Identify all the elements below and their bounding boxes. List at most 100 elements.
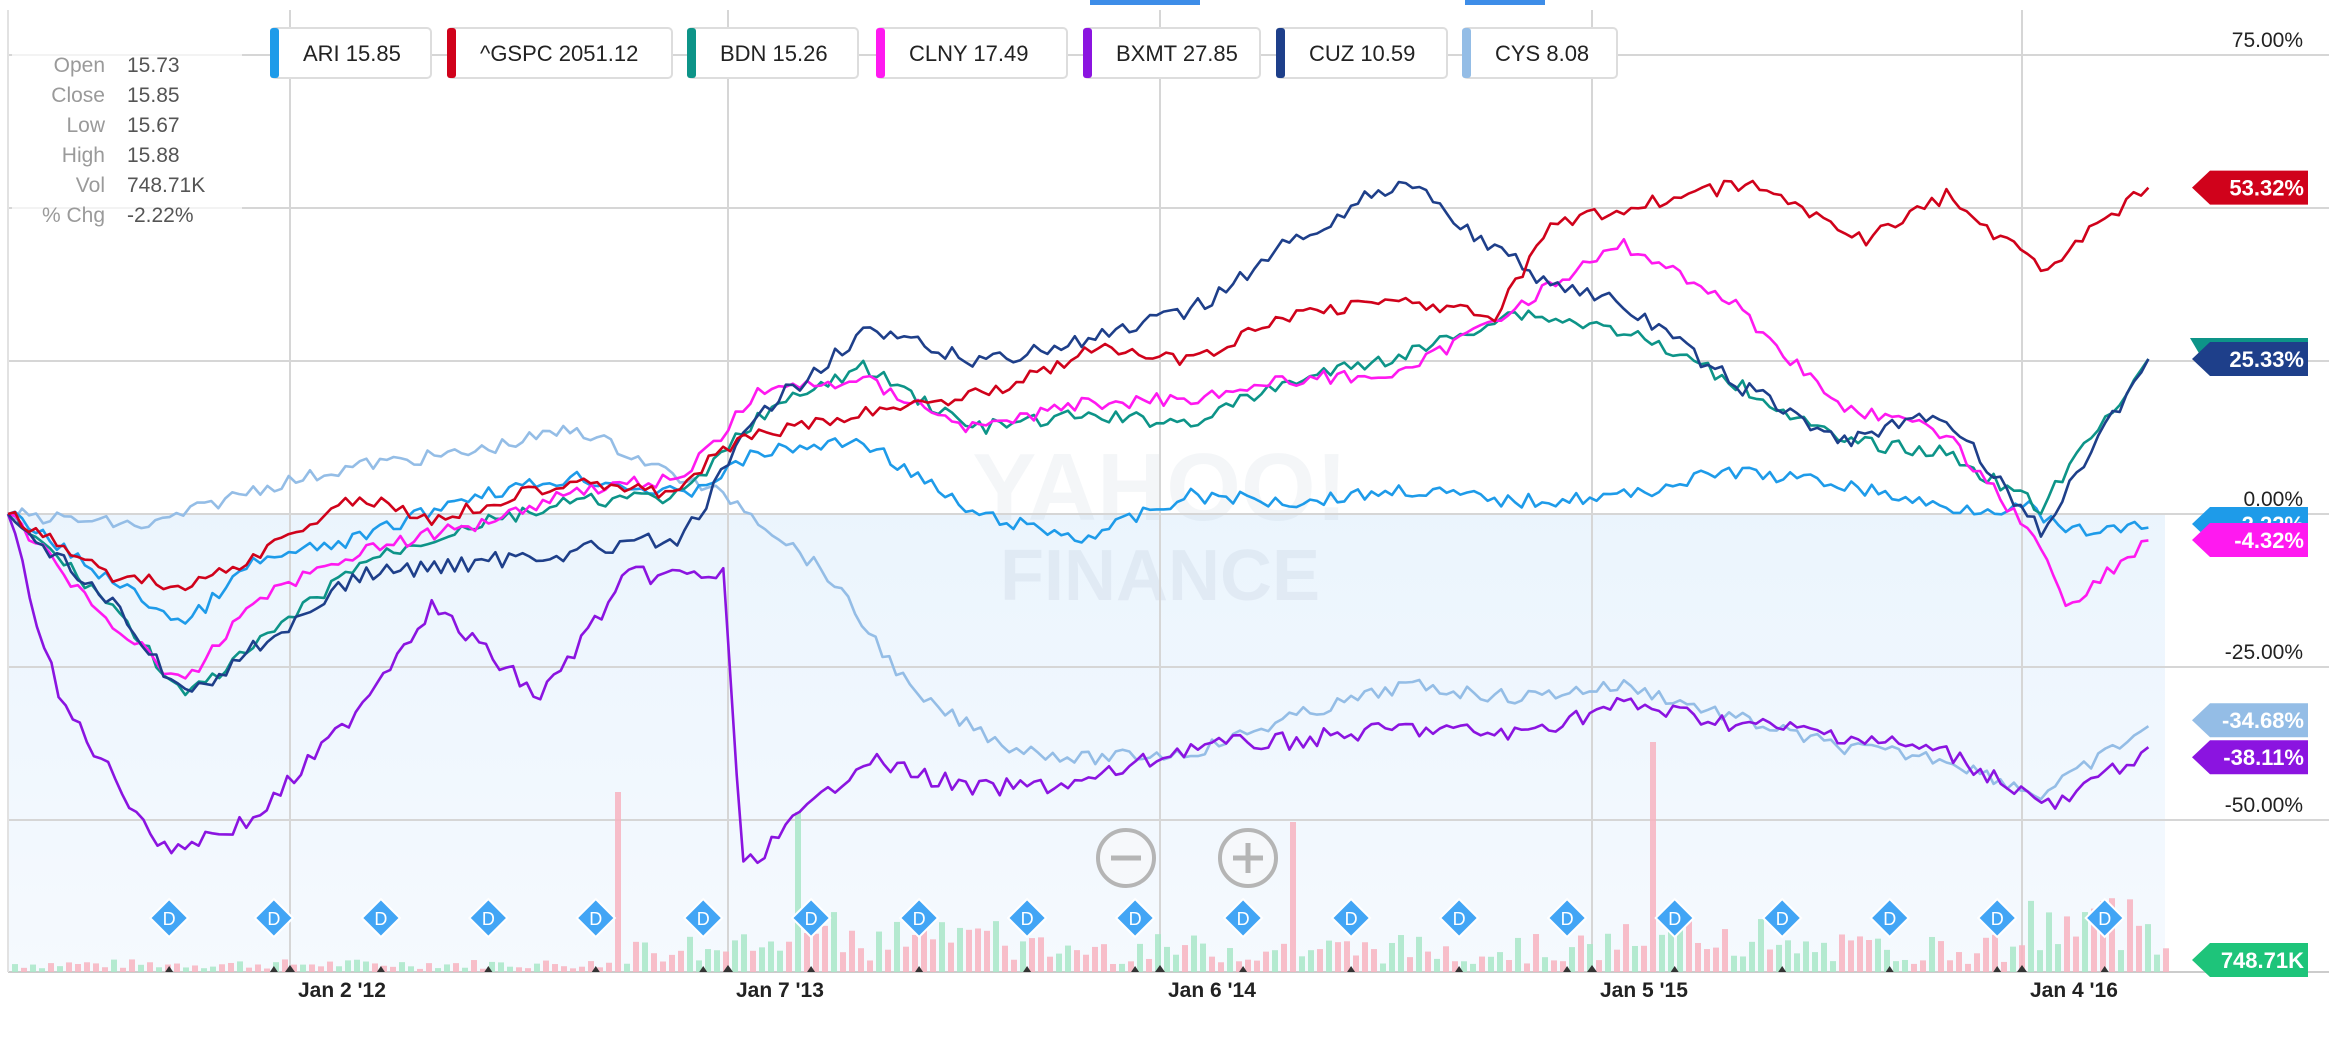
volume-bar bbox=[246, 967, 252, 972]
volume-bar bbox=[1938, 941, 1944, 972]
volume-bar bbox=[1866, 940, 1872, 972]
legend-item-clny[interactable]: CLNY 17.49 bbox=[876, 27, 1068, 79]
dividend-marker[interactable]: D bbox=[575, 897, 617, 939]
legend-item-cuz[interactable]: CUZ 10.59 bbox=[1276, 27, 1448, 79]
dividend-marker[interactable]: D bbox=[467, 897, 509, 939]
volume-bar bbox=[1911, 963, 1917, 972]
dividend-marker[interactable]: D bbox=[1438, 897, 1480, 939]
volume-bar bbox=[1380, 963, 1386, 972]
volume-bar bbox=[1812, 952, 1818, 972]
dividend-marker[interactable]: D bbox=[1546, 897, 1588, 939]
dividend-marker[interactable]: D bbox=[360, 897, 402, 939]
series-line-gspc[interactable] bbox=[7, 179, 2150, 592]
dividend-tick bbox=[376, 966, 385, 972]
volume-bar bbox=[1695, 942, 1701, 972]
volume-bar bbox=[588, 961, 594, 972]
volume-bar bbox=[1488, 956, 1494, 972]
dividend-marker[interactable]: D bbox=[1330, 897, 1372, 939]
volume-bar bbox=[1308, 950, 1314, 972]
volume-bar bbox=[1254, 960, 1260, 972]
dividend-marker[interactable]: D bbox=[1006, 897, 1048, 939]
volume-bar bbox=[255, 964, 261, 972]
volume-bar bbox=[1335, 942, 1341, 972]
volume-bar bbox=[1218, 962, 1224, 972]
series-line-clny[interactable] bbox=[7, 238, 2149, 680]
volume-bars bbox=[12, 742, 2169, 972]
dividend-marker[interactable]: D bbox=[1654, 897, 1696, 939]
volume-bar bbox=[1281, 943, 1287, 972]
volume-bar bbox=[1632, 945, 1638, 972]
dividend-marker[interactable]: D bbox=[1222, 897, 1264, 939]
legend-item-bxmt[interactable]: BXMT 27.85 bbox=[1083, 27, 1261, 79]
volume-bar bbox=[1506, 959, 1512, 972]
volume-bar bbox=[228, 962, 234, 972]
dividend-tick bbox=[1239, 966, 1248, 972]
legend-item-gspc[interactable]: ^GSPC 2051.12 bbox=[447, 27, 673, 79]
dividend-marker[interactable]: D bbox=[1976, 897, 2018, 939]
volume-bar bbox=[984, 930, 990, 972]
zoom-controls[interactable] bbox=[1096, 828, 1278, 888]
zoom-in-icon[interactable] bbox=[1218, 828, 1278, 888]
volume-bar bbox=[480, 968, 486, 972]
dividend-marker[interactable]: D bbox=[253, 897, 295, 939]
volume-bar bbox=[597, 967, 603, 972]
volume-bar bbox=[1605, 933, 1611, 972]
volume-bar bbox=[1992, 934, 1998, 972]
volume-bar bbox=[669, 954, 675, 972]
volume-bar bbox=[858, 948, 864, 972]
volume-bar bbox=[957, 927, 963, 972]
volume-bar bbox=[687, 936, 693, 972]
volume-bar bbox=[552, 964, 558, 972]
dividend-marker[interactable]: D bbox=[790, 897, 832, 939]
series-line-bxmt[interactable] bbox=[6, 513, 2150, 865]
volume-bar bbox=[1839, 934, 1845, 972]
end-label-text: 25.33% bbox=[2229, 347, 2304, 372]
legend[interactable]: ARI 15.85 ^GSPC 2051.12 BDN 15.26 CLNY 17.4… bbox=[270, 0, 1618, 79]
legend-item-cys[interactable]: CYS 8.08 bbox=[1462, 27, 1618, 79]
series-line-cuz[interactable] bbox=[7, 180, 2150, 693]
series-lines[interactable] bbox=[6, 179, 2150, 865]
y-tick-label: 75.00% bbox=[2232, 29, 2303, 52]
volume-bar bbox=[327, 961, 333, 972]
volume-bar bbox=[489, 961, 495, 972]
series-line-ari[interactable] bbox=[7, 437, 2149, 625]
volume-bar bbox=[1884, 949, 1890, 972]
dividend-tick bbox=[1563, 966, 1572, 972]
series-line-cys[interactable] bbox=[7, 424, 2150, 801]
volume-bar bbox=[1353, 955, 1359, 972]
volume-bar bbox=[2073, 936, 2079, 972]
volume-bar bbox=[795, 812, 801, 972]
volume-bar bbox=[1785, 940, 1791, 972]
dividend-marker[interactable]: D bbox=[2084, 897, 2126, 939]
volume-bar bbox=[1074, 950, 1080, 972]
legend-label: ^GSPC 2051.12 bbox=[480, 41, 638, 66]
dividend-tick bbox=[1885, 966, 1894, 972]
ohlc-value: 15.67 bbox=[127, 114, 180, 137]
volume-bar bbox=[273, 962, 279, 972]
dividend-marker-label: D bbox=[1776, 909, 1789, 929]
dividend-marker[interactable]: D bbox=[148, 897, 190, 939]
dividend-marker[interactable]: D bbox=[898, 897, 940, 939]
zoom-out-icon[interactable] bbox=[1096, 828, 1156, 888]
series-line-bdn[interactable] bbox=[7, 309, 2150, 697]
x-tick-label: Jan 6 '14 bbox=[1168, 979, 1256, 1002]
volume-bar bbox=[1641, 945, 1647, 972]
dividend-tick bbox=[1778, 966, 1787, 972]
volume-bar bbox=[48, 963, 54, 972]
volume-bar bbox=[39, 968, 45, 972]
volume-bar bbox=[129, 959, 135, 972]
end-label-text: -4.32% bbox=[2234, 528, 2304, 553]
dividend-marker[interactable]: D bbox=[1114, 897, 1156, 939]
dividend-marker[interactable]: D bbox=[1761, 897, 1803, 939]
volume-bar bbox=[2127, 899, 2133, 972]
legend-item-bdn[interactable]: BDN 15.26 bbox=[687, 27, 859, 79]
dividend-marker-label: D bbox=[1668, 909, 1681, 929]
dividend-marker[interactable]: D bbox=[1869, 897, 1911, 939]
volume-bar bbox=[831, 912, 837, 972]
volume-bar bbox=[840, 952, 846, 972]
dividend-marker[interactable]: D bbox=[682, 897, 724, 939]
legend-item-ari[interactable]: ARI 15.85 bbox=[270, 27, 432, 79]
